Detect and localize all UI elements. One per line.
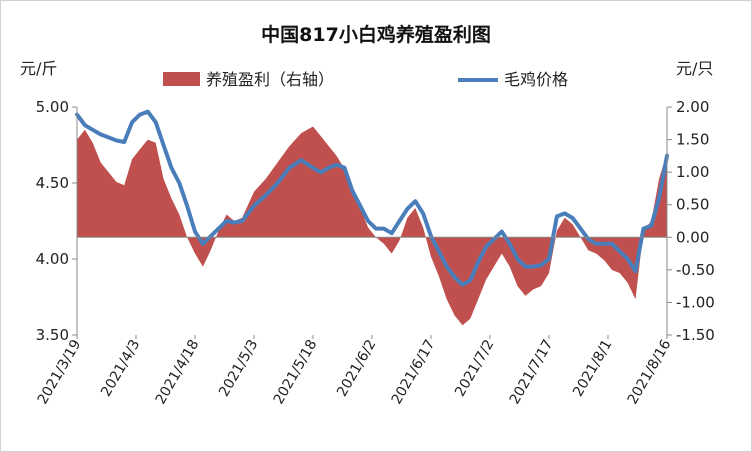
right-tick-label: 1.50 [676, 131, 709, 149]
legend-swatch-profit [163, 72, 200, 86]
left-tick-label: 3.50 [36, 326, 69, 344]
right-tick-label: 0.50 [676, 196, 709, 214]
price-line-series [75, 109, 669, 287]
plot-area [75, 109, 669, 326]
right-tick-label: 0.00 [676, 228, 709, 246]
right-tick-label: -1.00 [676, 293, 715, 311]
profit-area-series [77, 126, 667, 326]
left-axis-unit: 元/斤 [20, 59, 57, 78]
chart-title: 中国817小白鸡养殖盈利图 [261, 23, 491, 46]
right-tick-label: -1.50 [676, 326, 715, 344]
legend-label-profit: 养殖盈利（右轴） [206, 70, 334, 89]
right-axis-unit: 元/只 [676, 59, 713, 78]
right-tick-label: 2.00 [676, 98, 709, 116]
left-tick-label: 4.00 [36, 250, 69, 268]
left-tick-label: 5.00 [36, 98, 69, 116]
legend-label-price: 毛鸡价格 [504, 70, 568, 89]
legend: 养殖盈利（右轴） 毛鸡价格 [163, 70, 568, 89]
right-tick-label: 1.00 [676, 163, 709, 181]
left-tick-label: 4.50 [36, 174, 69, 192]
right-tick-label: -0.50 [676, 261, 715, 279]
